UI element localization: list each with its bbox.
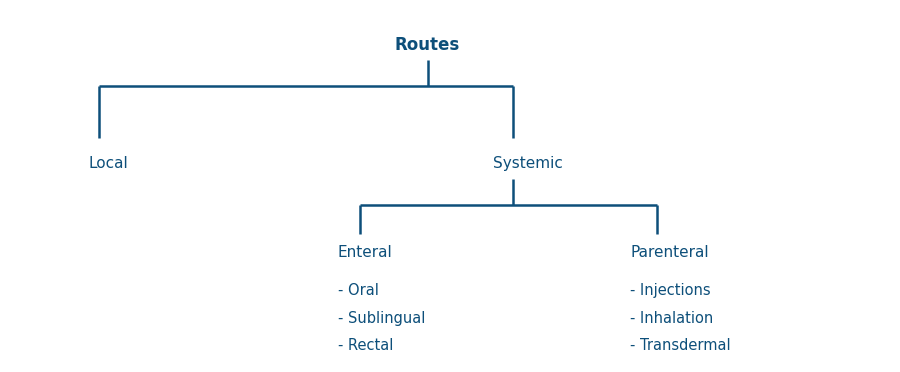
Text: Enteral: Enteral <box>338 246 392 260</box>
Text: - Transdermal: - Transdermal <box>630 339 731 353</box>
Text: - Injections: - Injections <box>630 283 711 298</box>
Text: - Rectal: - Rectal <box>338 339 393 353</box>
Text: Parenteral: Parenteral <box>630 246 708 260</box>
Text: Local: Local <box>88 156 128 171</box>
Text: Systemic: Systemic <box>493 156 563 171</box>
Text: - Oral: - Oral <box>338 283 378 298</box>
Text: - Inhalation: - Inhalation <box>630 311 713 326</box>
Text: - Sublingual: - Sublingual <box>338 311 425 326</box>
Text: Routes: Routes <box>395 36 460 54</box>
